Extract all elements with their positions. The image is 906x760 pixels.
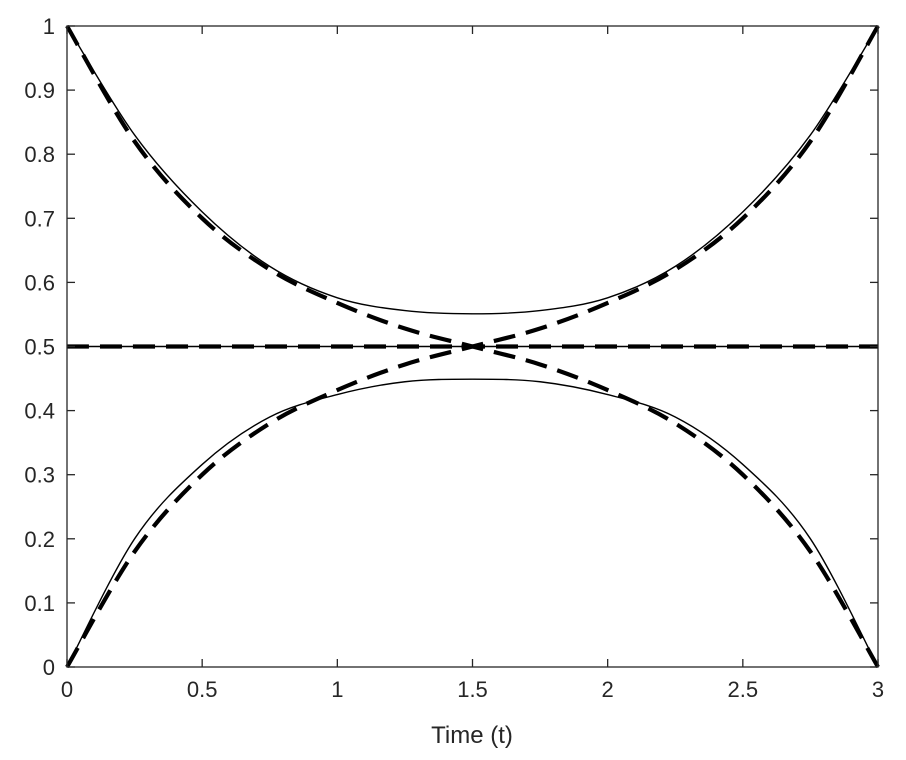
y-tick-label: 0.4 (24, 399, 55, 424)
series-layer (65, 24, 880, 669)
x-tick-label: 0.5 (187, 677, 218, 702)
x-tick-label: 2 (602, 677, 614, 702)
y-tick-label: 0.3 (24, 463, 55, 488)
x-tick-label: 3 (872, 677, 884, 702)
x-tick-label: 0 (61, 677, 73, 702)
y-tick-label: 0.5 (24, 335, 55, 360)
x-tick-label: 1 (331, 677, 343, 702)
y-tick-label: 0.6 (24, 270, 55, 295)
ticks-layer: 0 0.5 1 1.5 2 2.5 3 0 0.1 0.2 0.3 0.4 0.5 0.6 0.7 0.8 0.… (24, 14, 884, 702)
y-tick-label: 0.1 (24, 591, 55, 616)
y-tick-label: 0.7 (24, 206, 55, 231)
y-tick-label: 1 (43, 14, 55, 39)
y-tick-label: 0 (43, 655, 55, 680)
solid-series-line-2 (66, 378, 879, 668)
solid-series-line-1 (66, 25, 879, 315)
x-tick-label: 2.5 (728, 677, 759, 702)
x-axis-label: Time (t) (431, 722, 513, 749)
x-tick-label: 1.5 (457, 677, 488, 702)
y-tick-label: 0.9 (24, 78, 55, 103)
y-tick-label: 0.8 (24, 142, 55, 167)
y-tick-label: 0.2 (24, 527, 55, 552)
